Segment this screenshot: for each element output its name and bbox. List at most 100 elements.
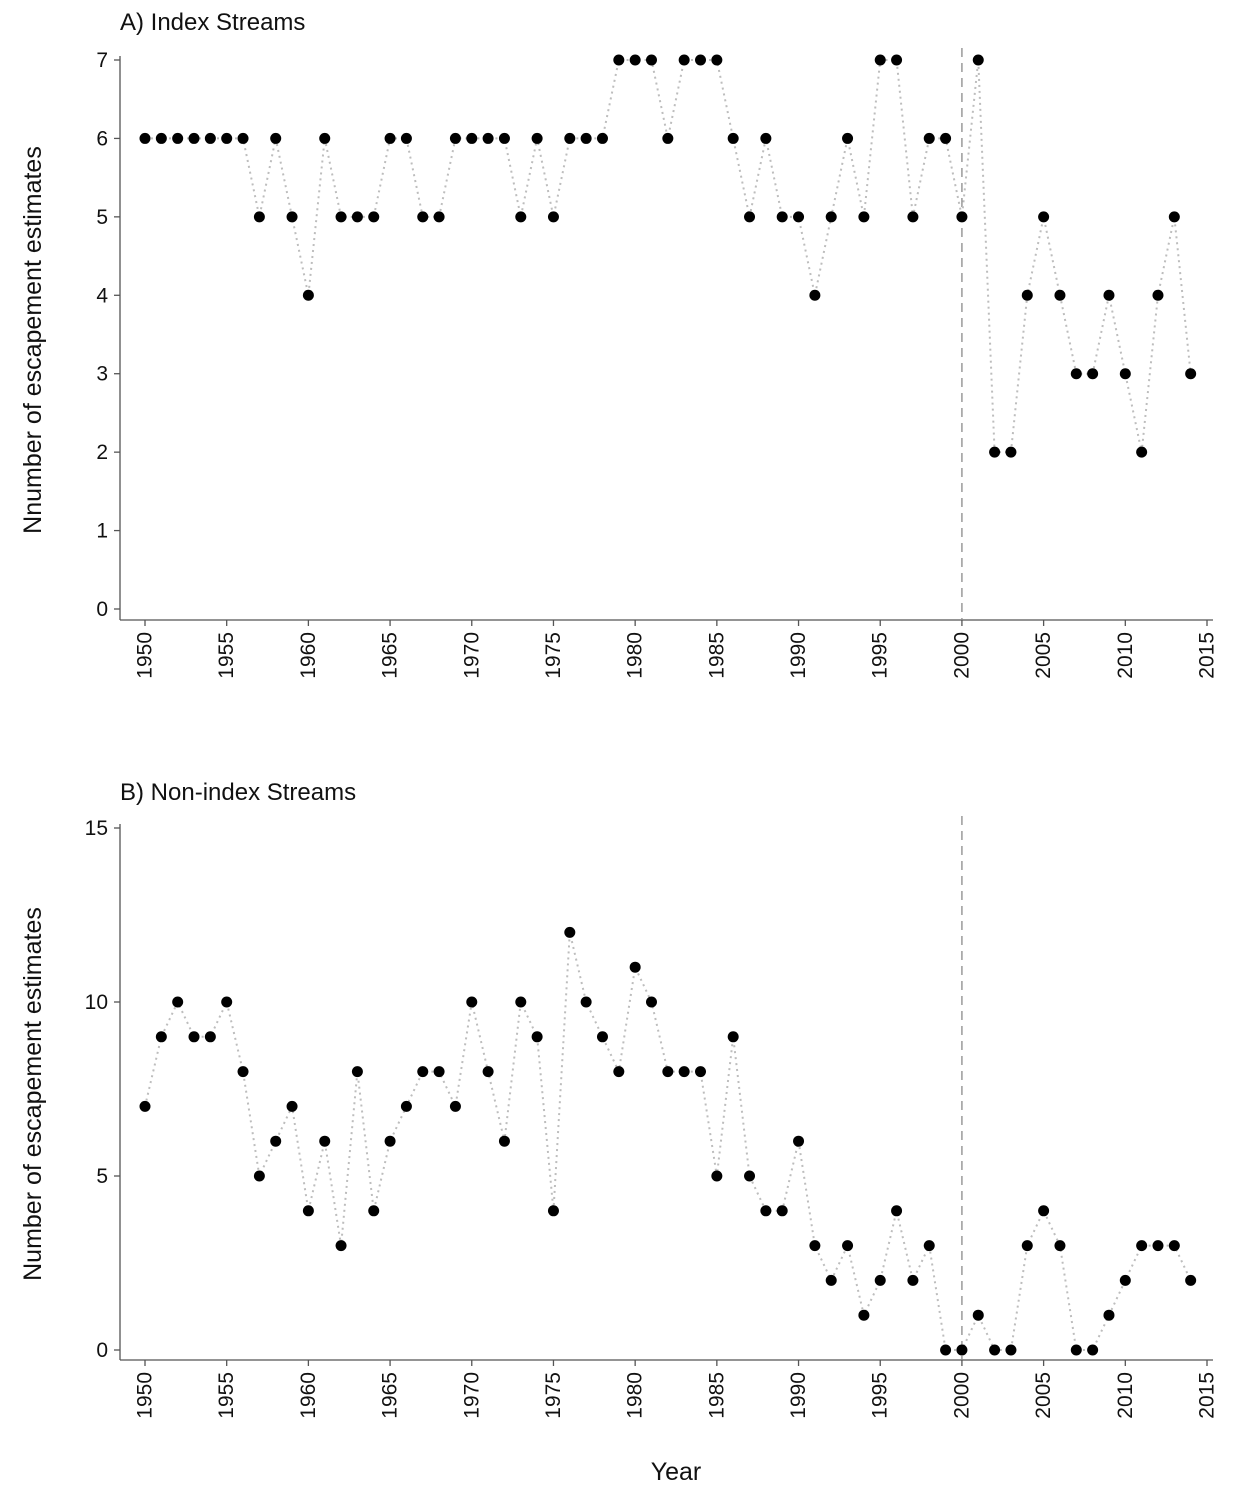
panel-b-data-point [515, 996, 527, 1008]
panel-b-data-point [139, 1100, 151, 1112]
panel-b-data-point [188, 1031, 200, 1043]
panel-b-data-point [744, 1170, 756, 1182]
panel-b-x-tick-label: 1995 [869, 1372, 892, 1419]
panel-b-x-tick-label: 1960 [297, 1372, 320, 1419]
panel-a-data-point [204, 132, 216, 144]
panel-a-data-point [433, 211, 445, 223]
panel-a-data-point [695, 54, 707, 66]
panel-b-data-point [547, 1205, 559, 1217]
panel-b-x-tick-label: 2010 [1114, 1372, 1137, 1419]
panel-b-y-tick-label: 0 [96, 1339, 108, 1362]
panel-a-y-tick-label: 1 [96, 520, 108, 543]
panel-a-x-tick-label: 1960 [297, 632, 320, 679]
panel-b-x-tick-label: 2005 [1032, 1372, 1055, 1419]
panel-a-connector-line [145, 59, 1192, 454]
panel-a-data-point [1136, 446, 1148, 458]
panel-a-data-point [1185, 368, 1197, 380]
panel-b-x-tick-label: 1980 [624, 1372, 647, 1419]
panel-b-data-point [253, 1170, 265, 1182]
panel-a-data-point [793, 211, 805, 223]
panel-a-data-point [678, 54, 690, 66]
panel-a-data-point [531, 132, 543, 144]
panel-b-data-point [1038, 1205, 1050, 1217]
panel-a-data-point [172, 132, 184, 144]
panel-b-data-point [172, 996, 184, 1008]
panel-b-x-tick-label: 1955 [215, 1372, 238, 1419]
panel-b-x-tick-label: 1970 [460, 1372, 483, 1419]
panel-a-y-tick-label: 3 [96, 363, 108, 386]
panel-b-x-tick-label: 1990 [787, 1372, 810, 1419]
panel-a-data-point [645, 54, 657, 66]
panel-b-data-point [1185, 1274, 1197, 1286]
panel-a-data-point [482, 132, 494, 144]
panel-b-data-point [155, 1031, 167, 1043]
panel-b-data-point [221, 996, 233, 1008]
panel-a-x-tick-label: 1985 [705, 632, 728, 679]
panel-a-data-point [972, 54, 984, 66]
panel-a-x-tick-label: 2000 [950, 632, 973, 679]
panel-a-data-point [1087, 368, 1099, 380]
panel-a-data-point [155, 132, 167, 144]
panel-a-title: A) Index Streams [120, 9, 305, 36]
panel-b-data-point [580, 996, 592, 1008]
panel-b-data-point [662, 1066, 674, 1078]
panel-b-data-point [1119, 1274, 1131, 1286]
panel-b-data-point [891, 1205, 903, 1217]
panel-b-data-point [417, 1066, 429, 1078]
panel-b-y-tick-label: 15 [85, 817, 108, 840]
panel-b-data-point [678, 1066, 690, 1078]
panel-b-title: B) Non-index Streams [120, 779, 356, 806]
panel-a-x-tick-label: 2015 [1196, 632, 1219, 679]
panel-b-data-point [1021, 1240, 1033, 1252]
panel-a-data-point [384, 132, 396, 144]
panel-a-data-point [923, 132, 935, 144]
panel-b-data-point [237, 1066, 249, 1078]
panel-b-data-point [907, 1274, 919, 1286]
panel-a-data-point [368, 211, 380, 223]
panel-a-data-point [498, 132, 510, 144]
panel-a-data-point [874, 54, 886, 66]
panel-b-data-point [564, 926, 576, 938]
panel-b-data-point [286, 1100, 298, 1112]
panel-b-x-tick-label: 1985 [705, 1372, 728, 1419]
panel-a-data-point [270, 132, 282, 144]
panel-a-data-point [335, 211, 347, 223]
panel-b-data-point [1054, 1240, 1066, 1252]
panel-b-data-point [842, 1240, 854, 1252]
panel-a-data-point [629, 54, 641, 66]
panel-a-data-point [253, 211, 265, 223]
panel-a-data-point [907, 211, 919, 223]
panel-b-data-point [695, 1066, 707, 1078]
panel-a-data-point [1038, 211, 1050, 223]
panel-a-data-point [564, 132, 576, 144]
panel-a-data-point [302, 289, 314, 301]
panel-a-x-tick-label: 1950 [134, 632, 157, 679]
panel-b-x-axis-title: Year [651, 1458, 702, 1486]
panel-a-x-tick-label: 1990 [787, 632, 810, 679]
panel-b-data-point [482, 1066, 494, 1078]
panel-b-y-axis-title: Number of escapement estimates [19, 907, 47, 1281]
panel-a-data-point [449, 132, 461, 144]
panel-a-x-tick-label: 1970 [460, 632, 483, 679]
panel-b-data-point [302, 1205, 314, 1217]
panel-a-data-point [727, 132, 739, 144]
panel-b-data-point [335, 1240, 347, 1252]
panel-a-data-point [1021, 289, 1033, 301]
panel-b-x-tick-label: 1965 [379, 1372, 402, 1419]
panel-a-data-point [891, 54, 903, 66]
panel-b-data-point [1005, 1344, 1017, 1356]
panel-a-y-tick-label: 4 [96, 284, 108, 307]
panel-a-x-tick-label: 2005 [1032, 632, 1055, 679]
panel-a-data-point [776, 211, 788, 223]
panel-a-data-point [547, 211, 559, 223]
panel-a-x-tick-label: 1980 [624, 632, 647, 679]
panel-a-x-tick-label: 1965 [379, 632, 402, 679]
panel-a-data-point [940, 132, 952, 144]
panel-b-x-tick-label: 1975 [542, 1372, 565, 1419]
panel-b-data-point [629, 961, 641, 973]
panel-b-connector-line [144, 932, 1192, 1351]
panel-a-x-tick-label: 1995 [869, 632, 892, 679]
panel-b-x-tick-label: 1950 [134, 1372, 157, 1419]
panel-b-data-point [1168, 1240, 1180, 1252]
